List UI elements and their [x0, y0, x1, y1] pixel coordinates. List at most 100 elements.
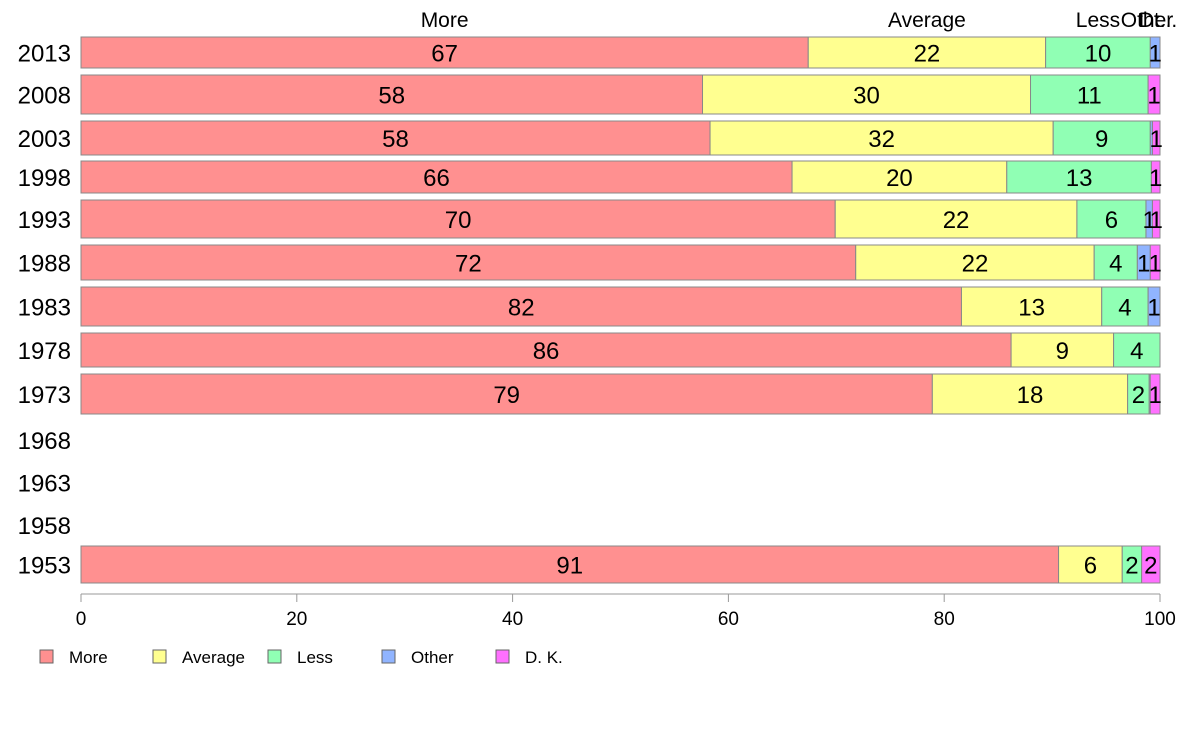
x-tick-label: 20 [286, 609, 307, 630]
data-label: 4 [1109, 251, 1122, 278]
data-label: 13 [1066, 165, 1093, 192]
top-segment-label: Other [1121, 9, 1174, 32]
legend-swatch [267, 649, 282, 664]
legend-label: Average [182, 648, 245, 667]
bar-segment [1101, 286, 1149, 327]
data-label: 4 [1118, 295, 1131, 322]
x-tick-label: 80 [934, 609, 955, 630]
data-label: 70 [445, 207, 472, 234]
bar-segment [1147, 286, 1161, 327]
bar-segment [1006, 160, 1152, 194]
y-tick-label: 1973 [18, 382, 71, 409]
data-label: 20 [886, 165, 913, 192]
data-label: 2 [1132, 382, 1145, 409]
y-tick-label: 2013 [18, 41, 71, 68]
bar-segment [1147, 74, 1161, 115]
data-label: 22 [962, 251, 989, 278]
bar-segment [791, 160, 1008, 194]
legend-label: D. K. [525, 648, 563, 667]
bar-segment [1149, 244, 1161, 281]
data-label: 1 [1149, 165, 1162, 192]
bar-segment [931, 373, 1129, 415]
top-segment-label: Average [888, 9, 966, 32]
y-tick-label: 1993 [18, 207, 71, 234]
bar-segment [807, 36, 1047, 69]
data-label: 2 [1125, 553, 1138, 580]
bar-segment [1052, 120, 1151, 156]
legend-swatch [495, 649, 510, 664]
bar-segment [80, 160, 793, 194]
legend-swatch [152, 649, 167, 664]
top-segment-label: Less [1076, 9, 1120, 32]
data-label: 67 [431, 41, 458, 68]
bar-segment [80, 36, 809, 69]
x-tick-label: 0 [76, 609, 87, 630]
bar-segment [80, 244, 857, 281]
data-label: 2 [1144, 553, 1157, 580]
bar-segment [855, 244, 1095, 281]
y-tick-label: 1983 [18, 295, 71, 322]
x-tick-label: 100 [1144, 609, 1176, 630]
y-tick-label: 1998 [18, 165, 71, 192]
bar-segment [1093, 244, 1138, 281]
y-tick-label: 1963 [18, 471, 71, 498]
legend-label: Less [297, 648, 333, 667]
data-label: 79 [493, 382, 520, 409]
data-label: 86 [533, 338, 560, 365]
data-label: 9 [1056, 338, 1069, 365]
data-label: 32 [868, 126, 895, 153]
bar-segment [1151, 199, 1161, 239]
data-label: 4 [1130, 338, 1143, 365]
data-label: 11 [1077, 83, 1102, 110]
bar-segment [1149, 373, 1161, 415]
bar-segment [80, 545, 1060, 584]
top-segment-label: Dt... [1139, 9, 1178, 32]
bar-segment [80, 373, 933, 415]
legend-label: Other [411, 648, 454, 667]
data-label: 91 [556, 553, 583, 580]
legend-label: More [69, 648, 108, 667]
data-label: 9 [1095, 126, 1108, 153]
data-label: 6 [1105, 207, 1118, 234]
bar-segment [80, 199, 836, 239]
data-label: 72 [455, 251, 482, 278]
data-label: 1 [1148, 382, 1161, 409]
data-label: 58 [382, 126, 409, 153]
x-tick-label: 60 [718, 609, 739, 630]
top-segment-label: More [421, 9, 469, 32]
bar-segment [1149, 36, 1161, 69]
y-tick-label: 2003 [18, 126, 71, 153]
bar-segment [1058, 545, 1123, 584]
data-label: 1 [1148, 41, 1161, 68]
data-label: 66 [423, 165, 450, 192]
bar-segment [1030, 74, 1149, 115]
bar-segment [1045, 36, 1151, 69]
y-tick-label: 1953 [18, 553, 71, 580]
data-label: 1 [1137, 251, 1150, 278]
y-tick-label: 1988 [18, 251, 71, 278]
data-label: 22 [943, 207, 970, 234]
data-label: 58 [378, 83, 405, 110]
data-label: 6 [1084, 553, 1097, 580]
bar-segment [1141, 545, 1161, 584]
data-label: 1 [1150, 126, 1163, 153]
bar-segment [1113, 332, 1161, 368]
data-label: 10 [1085, 41, 1112, 68]
legend-swatch [39, 649, 54, 664]
data-label: 22 [914, 41, 941, 68]
y-tick-label: 1968 [18, 428, 71, 455]
bar-segment [80, 120, 711, 156]
bar-segment [709, 120, 1054, 156]
data-label: 13 [1018, 295, 1045, 322]
data-label: 1 [1150, 207, 1163, 234]
y-tick-label: 2008 [18, 83, 71, 110]
bar-segment [702, 74, 1032, 115]
x-tick-label: 40 [502, 609, 523, 630]
data-label: 1 [1148, 251, 1161, 278]
bar-segment [1151, 120, 1161, 156]
data-label: 30 [853, 83, 880, 110]
y-tick-label: 1958 [18, 513, 71, 540]
legend-swatch [381, 649, 396, 664]
y-tick-label: 1978 [18, 338, 71, 365]
